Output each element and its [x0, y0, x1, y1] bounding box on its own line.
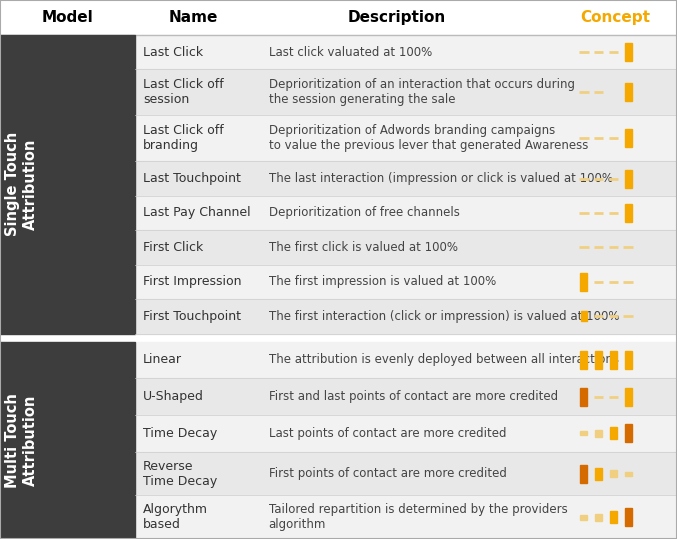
Text: Description: Description: [347, 10, 445, 25]
Text: The first interaction (click or impression) is valued at 100%: The first interaction (click or impressi…: [269, 310, 620, 323]
Text: Last Click off
session: Last Click off session: [143, 78, 224, 106]
Text: Last Click: Last Click: [143, 46, 203, 59]
Bar: [135, 196, 676, 230]
Bar: [595, 467, 602, 480]
Text: Last Click off
branding: Last Click off branding: [143, 125, 224, 153]
Text: The last interaction (impression or click is valued at 100%: The last interaction (impression or clic…: [269, 172, 612, 185]
Text: Reverse
Time Decay: Reverse Time Decay: [143, 460, 217, 488]
Bar: [0, 342, 135, 539]
Text: Deprioritization of Adwords branding campaigns
to value the previous lever that : Deprioritization of Adwords branding cam…: [269, 125, 588, 153]
Bar: [135, 495, 676, 539]
Bar: [625, 351, 631, 369]
Bar: [580, 431, 587, 436]
Bar: [135, 35, 676, 70]
Bar: [580, 273, 587, 291]
Bar: [595, 351, 602, 369]
Bar: [580, 351, 587, 369]
Bar: [625, 204, 631, 222]
Text: The attribution is evenly deployed between all interactions: The attribution is evenly deployed betwe…: [269, 354, 619, 367]
Text: First Impression: First Impression: [143, 275, 241, 288]
Bar: [580, 465, 587, 482]
Bar: [610, 351, 617, 369]
Bar: [135, 452, 676, 495]
Text: U-Shaped: U-Shaped: [143, 390, 204, 403]
Text: Last click valuated at 100%: Last click valuated at 100%: [269, 46, 432, 59]
Bar: [625, 424, 631, 443]
Text: First points of contact are more credited: First points of contact are more credite…: [269, 467, 507, 480]
Text: Concept: Concept: [581, 10, 651, 25]
Bar: [0, 35, 135, 334]
Text: Single Touch
Attribution: Single Touch Attribution: [5, 132, 38, 237]
Text: Last Touchpoint: Last Touchpoint: [143, 172, 241, 185]
Text: Algorythm
based: Algorythm based: [143, 503, 208, 531]
Text: Last Pay Channel: Last Pay Channel: [143, 206, 251, 219]
Bar: [135, 115, 676, 161]
Bar: [625, 129, 631, 147]
Text: First Touchpoint: First Touchpoint: [143, 310, 241, 323]
Text: Deprioritization of an interaction that occurs during
the session generating the: Deprioritization of an interaction that …: [269, 78, 575, 106]
Text: Deprioritization of free channels: Deprioritization of free channels: [269, 206, 460, 219]
Text: The first impression is valued at 100%: The first impression is valued at 100%: [269, 275, 496, 288]
Bar: [580, 388, 587, 406]
Bar: [135, 230, 676, 265]
Text: First Click: First Click: [143, 241, 203, 254]
Bar: [625, 170, 631, 188]
Bar: [625, 472, 631, 475]
Bar: [0, 0, 676, 35]
Bar: [581, 312, 587, 321]
Text: Linear: Linear: [143, 354, 182, 367]
Text: First and last points of contact are more credited: First and last points of contact are mor…: [269, 390, 558, 403]
Bar: [625, 508, 631, 526]
Bar: [595, 514, 602, 521]
Bar: [135, 342, 676, 378]
Bar: [625, 388, 631, 406]
Bar: [610, 427, 617, 439]
Text: Name: Name: [169, 10, 218, 25]
Bar: [625, 84, 631, 101]
Bar: [135, 415, 676, 452]
Text: Time Decay: Time Decay: [143, 427, 217, 440]
Bar: [625, 43, 631, 61]
Text: The first click is valued at 100%: The first click is valued at 100%: [269, 241, 458, 254]
Text: Model: Model: [42, 10, 94, 25]
Bar: [610, 511, 617, 523]
Text: Last points of contact are more credited: Last points of contact are more credited: [269, 427, 506, 440]
Bar: [135, 70, 676, 115]
Bar: [580, 515, 587, 520]
Bar: [135, 299, 676, 334]
Bar: [135, 265, 676, 299]
Bar: [135, 378, 676, 415]
Bar: [610, 470, 617, 477]
Text: Tailored repartition is determined by the providers
algorithm: Tailored repartition is determined by th…: [269, 503, 568, 531]
Bar: [595, 430, 602, 437]
Text: Multi Touch
Attribution: Multi Touch Attribution: [5, 393, 38, 488]
Bar: [135, 161, 676, 196]
